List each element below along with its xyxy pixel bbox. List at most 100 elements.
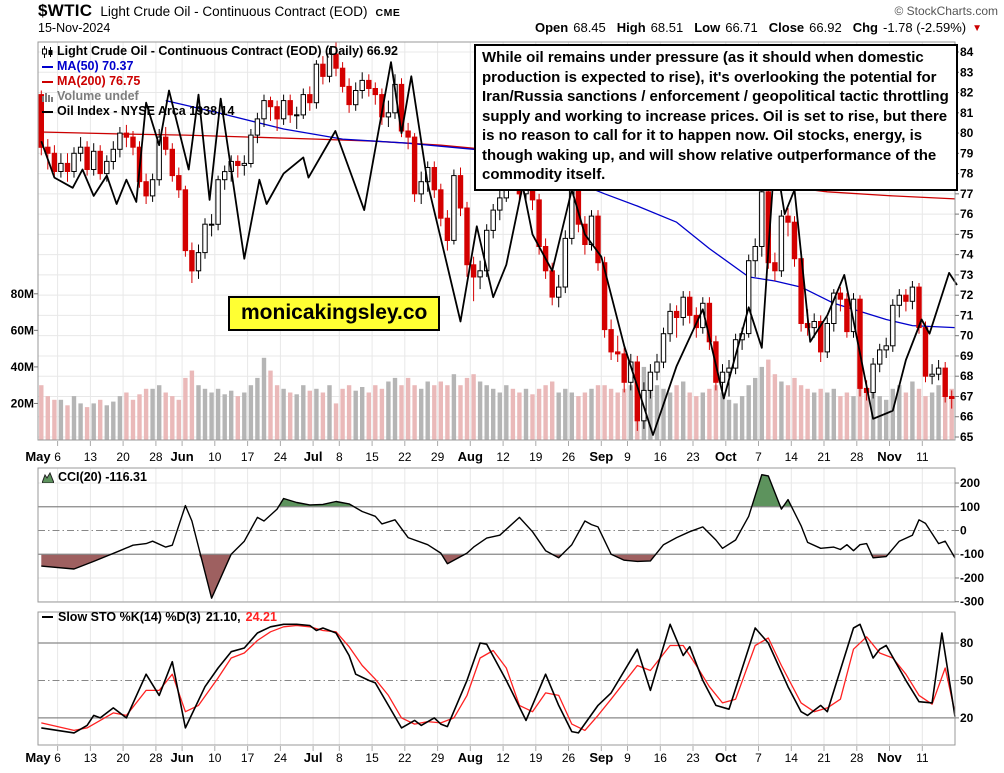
svg-text:75: 75 (960, 227, 974, 241)
svg-text:Oct: Oct (715, 449, 737, 464)
svg-text:20M: 20M (11, 396, 34, 410)
chg-value: -1.78 (-2.59%) (883, 20, 967, 35)
svg-text:6: 6 (54, 450, 61, 464)
svg-text:17: 17 (241, 450, 255, 464)
price-axis-labels: 84 83 82 81 80 79 78 77 76 75 74 73 72 71 70 69 68 67 66 65 (955, 45, 974, 444)
svg-text:13: 13 (84, 751, 98, 765)
svg-text:0: 0 (960, 524, 967, 538)
svg-text:7: 7 (755, 751, 762, 765)
svg-text:19: 19 (529, 751, 543, 765)
svg-text:13: 13 (84, 450, 98, 464)
legend-volume-label: Volume undef (57, 89, 139, 103)
svg-text:Jul: Jul (304, 750, 323, 765)
svg-text:22: 22 (398, 751, 412, 765)
svg-text:81: 81 (960, 106, 974, 120)
svg-text:80: 80 (960, 636, 974, 650)
cci-overbought-fill (41, 474, 956, 507)
svg-text:Sep: Sep (589, 750, 613, 765)
svg-text:14: 14 (785, 751, 799, 765)
svg-text:May: May (25, 449, 51, 464)
svg-text:8: 8 (336, 751, 343, 765)
chart-header: $WTIC Light Crude Oil - Continuous Contr… (38, 1, 400, 21)
svg-text:Jul: Jul (304, 449, 323, 464)
svg-text:84: 84 (960, 45, 974, 59)
svg-text:29: 29 (431, 751, 445, 765)
instrument-title: Light Crude Oil - Continuous Contract (E… (100, 4, 368, 19)
svg-text:Oct: Oct (715, 750, 737, 765)
open-value: 68.45 (573, 20, 606, 35)
cci-area-icon (42, 471, 54, 483)
cci-oversold-fill (41, 554, 956, 599)
stockcharts-copyright: © StockCharts.com (894, 4, 998, 18)
svg-text:8: 8 (336, 450, 343, 464)
cci-axis-labels: 200 100 0 -100 -200 -300 (955, 476, 984, 609)
svg-text:11: 11 (916, 751, 929, 765)
svg-text:71: 71 (960, 308, 974, 322)
annotation-text-box: While oil remains under pressure (as it … (474, 44, 958, 191)
chg-down-triangle-icon: ▼ (972, 23, 982, 34)
open-label: Open (535, 20, 569, 35)
svg-text:73: 73 (960, 268, 974, 282)
sto-k-value: 21.10, (205, 610, 241, 624)
svg-text:20: 20 (960, 711, 974, 725)
svg-text:21: 21 (817, 751, 831, 765)
svg-text:15: 15 (365, 450, 379, 464)
svg-text:69: 69 (960, 349, 974, 363)
sto-d-line (41, 624, 956, 732)
svg-text:16: 16 (654, 450, 668, 464)
svg-text:-300: -300 (960, 595, 984, 609)
panel-borders (37, 41, 956, 746)
close-value: 66.92 (809, 20, 842, 35)
svg-text:Aug: Aug (458, 750, 483, 765)
svg-text:28: 28 (850, 751, 864, 765)
volume-bars-icon (42, 92, 53, 102)
svg-text:14: 14 (785, 450, 799, 464)
legend-ma50-line: MA(50) 70.37 (42, 59, 398, 74)
svg-text:70: 70 (960, 329, 974, 343)
svg-text:-200: -200 (960, 571, 984, 585)
svg-text:80: 80 (960, 126, 974, 140)
svg-text:May: May (25, 750, 51, 765)
svg-text:66: 66 (960, 410, 974, 424)
svg-text:17: 17 (241, 751, 255, 765)
svg-text:11: 11 (916, 450, 929, 464)
svg-text:16: 16 (654, 751, 668, 765)
chg-label: Chg (852, 20, 878, 35)
ma50-line-icon (42, 65, 53, 68)
svg-text:65: 65 (960, 430, 974, 444)
legend-price-line: Light Crude Oil - Continuous Contract (E… (42, 44, 398, 59)
svg-text:200: 200 (960, 476, 980, 490)
low-label: Low (694, 20, 721, 35)
sto-d-value: 24.21 (245, 610, 277, 624)
svg-text:22: 22 (398, 450, 412, 464)
svg-text:24: 24 (274, 751, 288, 765)
svg-text:82: 82 (960, 86, 974, 100)
sto-legend-label: Slow STO %K(14) %D(3) (58, 610, 201, 624)
svg-text:60M: 60M (11, 323, 34, 337)
legend-oil-index-line: Oil Index - NYSE Arca 1938.14 (42, 104, 398, 119)
sto-legend: Slow STO %K(14) %D(3) 21.10, 24.21 (42, 610, 277, 624)
legend-volume-line: Volume undef (42, 89, 398, 104)
svg-text:67: 67 (960, 389, 974, 403)
svg-text:-100: -100 (960, 547, 984, 561)
high-value: 68.51 (650, 20, 684, 35)
svg-text:12: 12 (496, 751, 510, 765)
svg-text:Jun: Jun (171, 750, 194, 765)
cci-legend-label: CCI(20) -116.31 (58, 470, 147, 484)
svg-text:19: 19 (529, 450, 543, 464)
low-value: 66.71 (725, 20, 758, 35)
svg-text:Jun: Jun (171, 449, 194, 464)
svg-text:28: 28 (149, 751, 163, 765)
svg-text:26: 26 (562, 450, 576, 464)
svg-text:72: 72 (960, 288, 974, 302)
exchange-label: CME (375, 7, 401, 19)
legend-ma200-label: MA(200) 76.75 (57, 74, 141, 88)
chart-date: 15-Nov-2024 (38, 21, 111, 35)
legend-oil-index-label: Oil Index - NYSE Arca 1938.14 (57, 104, 235, 118)
cci-bands (38, 506, 955, 555)
volume-bars (39, 357, 954, 440)
svg-text:74: 74 (960, 248, 974, 262)
svg-text:21: 21 (817, 450, 831, 464)
